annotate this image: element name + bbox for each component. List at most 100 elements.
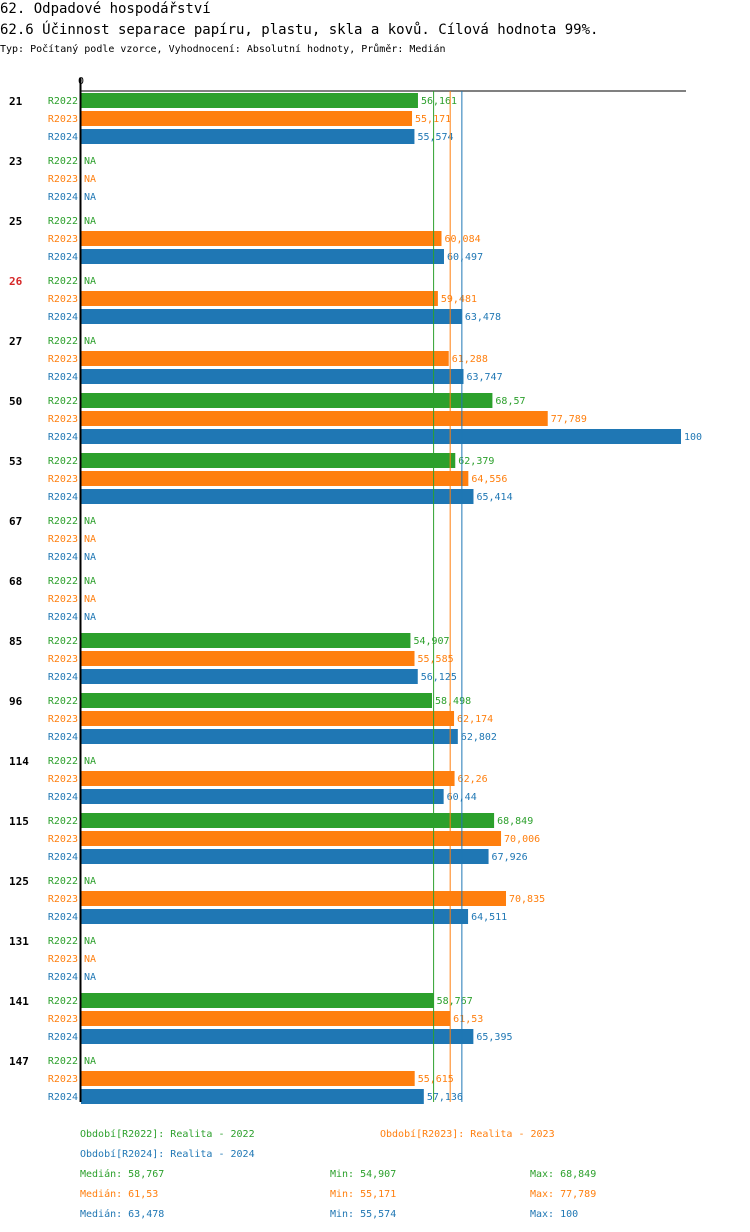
value-label-141-R2022: 58,767 [437, 996, 473, 1007]
value-label-25-R2024: 60,497 [447, 252, 483, 263]
series-label-67-R2024: R2024 [48, 552, 78, 563]
bar-26-R2024 [81, 309, 462, 324]
value-label-26-R2022: NA [84, 276, 96, 287]
category-label-131: 131 [9, 935, 29, 948]
series-label-114-R2024: R2024 [48, 792, 78, 803]
value-label-114-R2023: 62,26 [458, 774, 488, 785]
category-label-53: 53 [9, 455, 22, 468]
series-label-26-R2024: R2024 [48, 312, 78, 323]
bar-85-R2024 [81, 669, 418, 684]
series-label-115-R2024: R2024 [48, 852, 78, 863]
bar-115-R2022 [81, 813, 495, 828]
bar-141-R2024 [81, 1029, 474, 1044]
series-label-25-R2022: R2022 [48, 216, 78, 227]
series-label-141-R2023: R2023 [48, 1014, 78, 1025]
value-label-68-R2024: NA [84, 612, 96, 623]
bar-chart: 021R202256,161R202355,171R202455,57423R2… [9, 76, 702, 1104]
series-label-96-R2023: R2023 [48, 714, 78, 725]
value-label-67-R2024: NA [84, 552, 96, 563]
value-label-50-R2024: 100 [684, 432, 702, 443]
series-label-27-R2024: R2024 [48, 372, 78, 383]
legend-period-r2024: Období[R2024]: Realita - 2024 [80, 1149, 255, 1160]
series-label-21-R2022: R2022 [48, 96, 78, 107]
bar-125-R2024 [81, 909, 469, 924]
series-label-23-R2024: R2024 [48, 192, 78, 203]
value-label-27-R2024: 63,747 [466, 372, 502, 383]
value-label-50-R2022: 68,57 [495, 396, 525, 407]
series-label-50-R2024: R2024 [48, 432, 78, 443]
category-label-147: 147 [9, 1055, 29, 1068]
series-label-50-R2023: R2023 [48, 414, 78, 425]
value-label-25-R2023: 60,084 [445, 234, 481, 245]
value-label-23-R2023: NA [84, 174, 96, 185]
bar-141-R2023 [81, 1011, 451, 1026]
series-label-115-R2023: R2023 [48, 834, 78, 845]
stat-median-r2024: Medián: 63,478 [80, 1209, 165, 1220]
value-label-131-R2022: NA [84, 936, 96, 947]
value-label-147-R2022: NA [84, 1056, 96, 1067]
value-label-68-R2022: NA [84, 576, 96, 587]
bar-141-R2022 [81, 993, 434, 1008]
series-label-68-R2024: R2024 [48, 612, 78, 623]
bar-96-R2023 [81, 711, 455, 726]
series-label-25-R2023: R2023 [48, 234, 78, 245]
series-label-115-R2022: R2022 [48, 816, 78, 827]
bar-21-R2023 [81, 111, 413, 126]
value-label-96-R2024: 62,802 [461, 732, 497, 743]
stat-min-r2023: Min: 55,171 [330, 1189, 397, 1200]
series-label-131-R2023: R2023 [48, 954, 78, 965]
bar-147-R2024 [81, 1089, 424, 1104]
series-label-53-R2024: R2024 [48, 492, 78, 503]
series-label-21-R2024: R2024 [48, 132, 78, 143]
series-label-141-R2024: R2024 [48, 1032, 78, 1043]
category-label-141: 141 [9, 995, 29, 1008]
value-label-115-R2022: 68,849 [497, 816, 533, 827]
page-title: 62. Odpadové hospodářství [0, 1, 211, 17]
series-label-147-R2022: R2022 [48, 1056, 78, 1067]
stat-min-r2022: Min: 54,907 [330, 1169, 397, 1180]
value-label-53-R2022: 62,379 [458, 456, 494, 467]
value-label-53-R2024: 65,414 [476, 492, 512, 503]
value-label-125-R2024: 64,511 [471, 912, 507, 923]
series-label-96-R2022: R2022 [48, 696, 78, 707]
series-label-68-R2022: R2022 [48, 576, 78, 587]
stat-min-r2024: Min: 55,574 [330, 1209, 397, 1220]
value-label-115-R2023: 70,006 [504, 834, 540, 845]
value-label-53-R2023: 64,556 [471, 474, 507, 485]
category-label-67: 67 [9, 515, 22, 528]
bar-50-R2022 [81, 393, 493, 408]
value-label-23-R2022: NA [84, 156, 96, 167]
value-label-85-R2024: 56,125 [421, 672, 457, 683]
category-label-114: 114 [9, 755, 29, 768]
series-label-131-R2024: R2024 [48, 972, 78, 983]
series-label-23-R2023: R2023 [48, 174, 78, 185]
chart-title: 62.6 Účinnost separace papíru, plastu, s… [0, 22, 599, 38]
series-label-27-R2022: R2022 [48, 336, 78, 347]
value-label-26-R2024: 63,478 [465, 312, 501, 323]
series-label-131-R2022: R2022 [48, 936, 78, 947]
value-label-85-R2023: 55,585 [418, 654, 454, 665]
bar-50-R2023 [81, 411, 548, 426]
value-label-25-R2022: NA [84, 216, 96, 227]
value-label-67-R2023: NA [84, 534, 96, 545]
value-label-23-R2024: NA [84, 192, 96, 203]
bar-85-R2023 [81, 651, 415, 666]
value-label-68-R2023: NA [84, 594, 96, 605]
bar-125-R2023 [81, 891, 507, 906]
value-label-131-R2023: NA [84, 954, 96, 965]
category-label-26: 26 [9, 275, 23, 288]
bar-85-R2022 [81, 633, 411, 648]
value-label-67-R2022: NA [84, 516, 96, 527]
series-label-50-R2022: R2022 [48, 396, 78, 407]
series-label-125-R2023: R2023 [48, 894, 78, 905]
value-label-50-R2023: 77,789 [551, 414, 587, 425]
series-label-96-R2024: R2024 [48, 732, 78, 743]
value-label-147-R2024: 57,136 [427, 1092, 463, 1103]
category-label-125: 125 [9, 875, 29, 888]
bar-115-R2023 [81, 831, 502, 846]
bar-25-R2024 [81, 249, 444, 264]
value-label-96-R2023: 62,174 [457, 714, 493, 725]
series-label-114-R2023: R2023 [48, 774, 78, 785]
legend-period-r2022: Období[R2022]: Realita - 2022 [80, 1129, 255, 1140]
value-label-26-R2023: 59,481 [441, 294, 477, 305]
